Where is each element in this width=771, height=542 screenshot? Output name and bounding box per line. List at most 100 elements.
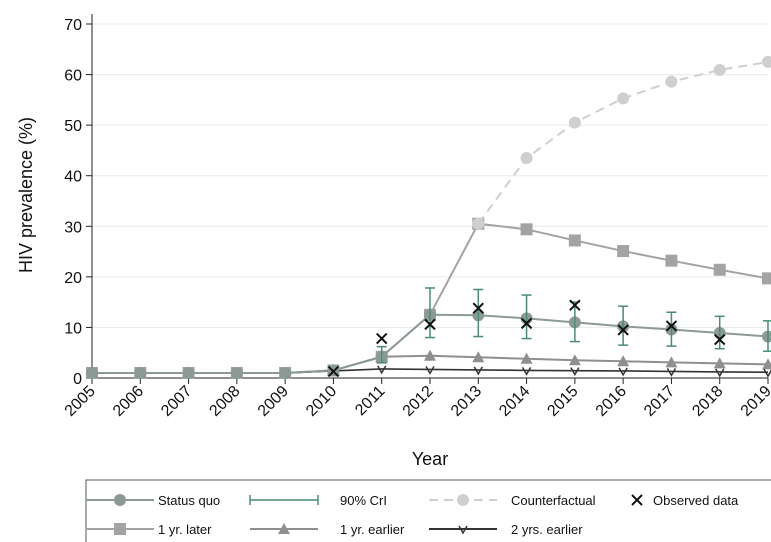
legend-symbol-later xyxy=(86,523,154,535)
series-point-earlier2 xyxy=(618,367,628,377)
series-point-earlier xyxy=(568,354,581,366)
observed-x-stroke xyxy=(665,320,678,332)
series-point-earlier2 xyxy=(425,366,435,375)
series-point-earlier2 xyxy=(473,366,483,376)
legend: Status quo 90% CrI Counterfactual Observed … xyxy=(85,479,771,542)
x-tick-labels: 2005 2006 2007 2008 2009 2010 2011 2012 2013 2014… xyxy=(62,383,771,420)
series-point-counterfactual xyxy=(762,55,771,68)
y-tick-label: 40 xyxy=(64,169,82,186)
series-point-counterfactual xyxy=(713,64,726,77)
x-tick-label: 2007 xyxy=(158,383,195,420)
series-counterfactual xyxy=(472,55,771,230)
series-point-counterfactual xyxy=(617,92,630,105)
legend-label-observed: Observed data xyxy=(653,493,739,508)
series-point-later xyxy=(520,223,533,236)
x-tick-label: 2009 xyxy=(255,383,292,420)
observed-point xyxy=(520,317,533,330)
observed-x-stroke xyxy=(714,333,726,346)
series-point-status_quo xyxy=(182,366,195,379)
legend-symbol-observed xyxy=(631,494,643,506)
y-tick-label: 70 xyxy=(64,17,82,34)
series-point-earlier xyxy=(665,356,678,368)
x-tick-label: 2005 xyxy=(62,383,99,420)
legend-symbol-earlier xyxy=(250,523,318,534)
observed-x-stroke xyxy=(327,365,340,378)
legend-label-earlier: 1 yr. earlier xyxy=(340,522,405,537)
observed-x-stroke xyxy=(424,318,436,331)
legend-marker-counterfactual xyxy=(457,494,469,506)
x-tick-label: 2011 xyxy=(352,383,388,419)
series-point-earlier2 xyxy=(666,368,677,377)
y-tick-labels: 0 10 20 30 40 50 60 70 xyxy=(64,17,82,388)
x-tick-label: 2016 xyxy=(593,383,630,420)
x-tick-label: 2014 xyxy=(496,383,533,420)
series-line-counterfactual xyxy=(477,60,769,225)
series-point-status_quo xyxy=(134,366,147,379)
observed-x-stroke xyxy=(376,332,388,345)
observed-x-stroke xyxy=(631,494,643,506)
series-point-counterfactual xyxy=(665,75,678,88)
crl-bar xyxy=(763,320,771,352)
y-tick-label: 60 xyxy=(64,68,82,85)
observed-data-markers xyxy=(327,299,726,378)
legend-symbol-crl xyxy=(249,495,319,505)
series-point-counterfactual xyxy=(568,116,581,129)
legend-label-later: 1 yr. later xyxy=(158,522,212,537)
series-point-earlier xyxy=(424,349,436,361)
series-point-status_quo xyxy=(762,330,771,343)
legend-marker-earlier2 xyxy=(458,525,468,535)
crl-bar xyxy=(521,294,532,340)
crl-bar xyxy=(473,288,484,338)
x-tick-label: 2008 xyxy=(206,383,243,420)
crl-bar xyxy=(376,345,387,364)
legend-label-counterfactual: Counterfactual xyxy=(511,493,596,508)
crl-bar xyxy=(618,305,629,346)
series-point-earlier2 xyxy=(377,365,387,375)
series-point-later xyxy=(568,234,581,247)
legend-marker-later xyxy=(114,523,126,535)
x-tick-label: 2015 xyxy=(544,383,581,420)
y-axis-title: HIV prevalence (%) xyxy=(16,117,36,273)
series-point-later xyxy=(762,272,771,285)
x-tick-label: 2018 xyxy=(689,383,726,420)
crl-bar xyxy=(714,315,725,350)
y-tick-label: 0 xyxy=(73,371,82,388)
series-point-status_quo xyxy=(86,366,98,379)
grid-lines xyxy=(92,23,768,328)
observed-point xyxy=(617,324,629,336)
series-point-later xyxy=(713,263,726,276)
series-point-counterfactual xyxy=(472,217,485,230)
legend-symbol-earlier2 xyxy=(429,525,497,535)
series-point-earlier xyxy=(472,351,485,363)
y-tick-label: 50 xyxy=(64,118,82,135)
observed-x-stroke xyxy=(569,299,581,311)
series-point-earlier2 xyxy=(715,368,725,378)
series-point-status_quo xyxy=(279,366,292,379)
series-point-earlier xyxy=(713,357,726,369)
y-tick-label: 10 xyxy=(64,320,82,337)
observed-point xyxy=(569,299,581,311)
legend-symbol-status_quo xyxy=(86,494,154,506)
axes xyxy=(86,14,769,384)
y-tick-label: 20 xyxy=(64,270,82,287)
series-point-counterfactual xyxy=(520,152,533,165)
observed-x-stroke xyxy=(472,302,484,314)
legend-label-status_quo: Status quo xyxy=(158,493,220,508)
series-point-earlier xyxy=(520,352,533,364)
legend-label-earlier2: 2 yrs. earlier xyxy=(511,522,583,537)
x-tick-label: 2013 xyxy=(448,383,485,420)
x-axis-title: Year xyxy=(412,449,448,469)
series-point-later xyxy=(617,245,630,258)
x-tick-label: 2010 xyxy=(303,383,340,420)
legend-label-crl: 90% CrI xyxy=(340,493,387,508)
legend-items: Status quo 90% CrI Counterfactual Observed … xyxy=(86,493,739,537)
series-point-earlier2 xyxy=(570,367,580,377)
observed-point xyxy=(376,332,388,345)
series-point-earlier xyxy=(617,355,630,367)
series-point-earlier2 xyxy=(521,367,532,376)
legend-symbol-counterfactual xyxy=(429,494,497,506)
observed-point xyxy=(665,320,678,332)
series-point-later xyxy=(665,254,678,267)
x-tick-label: 2019 xyxy=(738,383,771,420)
